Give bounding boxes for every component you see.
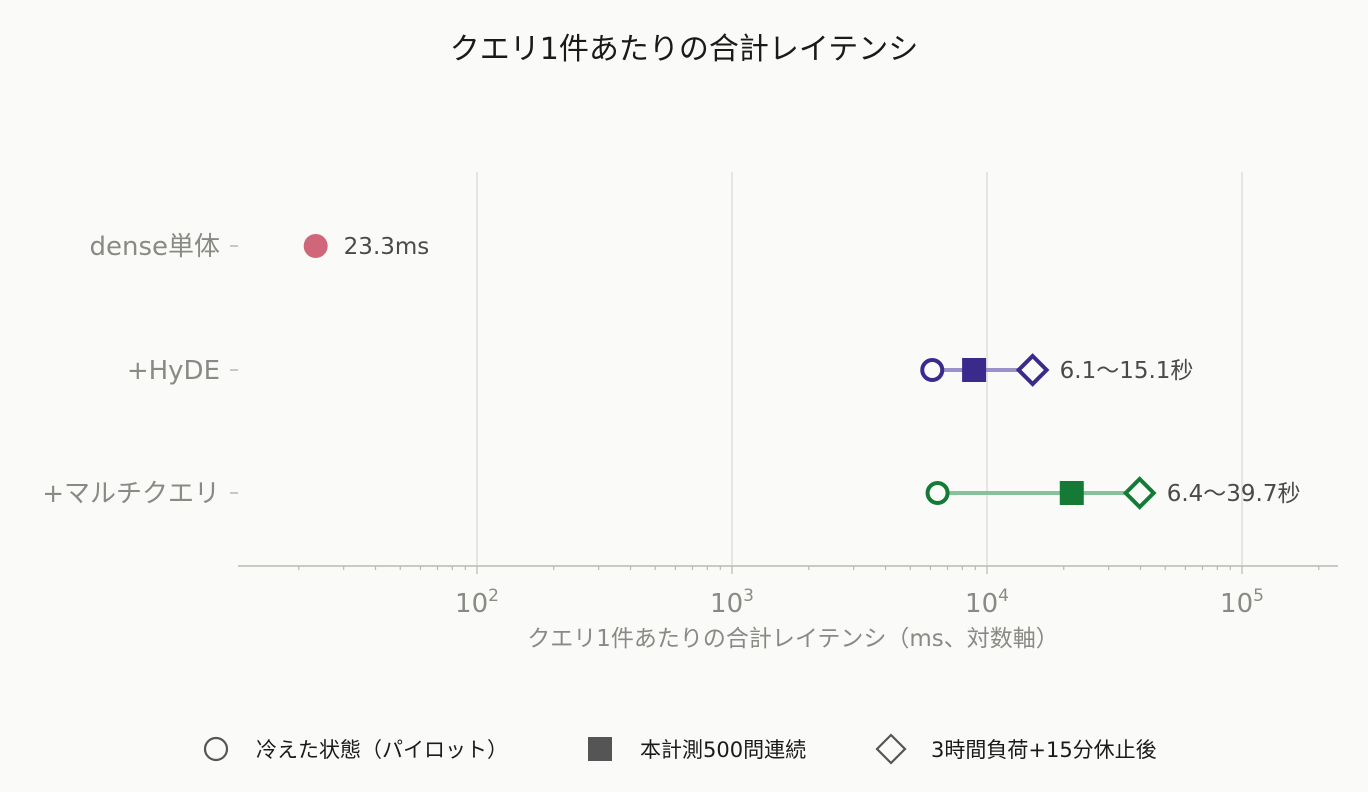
point-marker-square: [1059, 481, 1084, 505]
legend-label: 3時間負荷+15分休止後: [931, 738, 1157, 762]
x-tick-label: 103: [710, 586, 754, 619]
legend-item: 3時間負荷+15分休止後: [875, 733, 1157, 765]
data-label: 6.4〜39.7秒: [1167, 481, 1301, 507]
chart-title: クエリ1件あたりの合計レイテンシ: [449, 32, 919, 67]
point-marker-circle: [925, 481, 950, 505]
legend-marker-diamond: [875, 733, 907, 765]
point-marker-square: [962, 358, 987, 382]
data-label: 6.1〜15.1秒: [1060, 358, 1194, 384]
point-marker-circle: [920, 358, 945, 382]
legend-marker-circle: [203, 736, 229, 762]
legend-item: 本計測500問連続: [588, 737, 806, 762]
x-axis-label: クエリ1件あたりの合計レイテンシ（ms、対数軸）: [527, 626, 1059, 652]
y-category-label: +HyDE: [127, 356, 220, 386]
legend-label: 冷えた状態（パイロット）: [256, 738, 508, 762]
data-label: 23.3ms: [344, 234, 430, 260]
point-marker-diamond: [1122, 476, 1157, 510]
y-category-label: +マルチクエリ: [42, 479, 220, 509]
legend-item: 冷えた状態（パイロット）: [203, 736, 508, 762]
x-tick-label: 105: [1220, 586, 1264, 619]
point-marker-filled-circle: [303, 234, 328, 258]
x-tick-label: 104: [965, 586, 1009, 619]
y-category-label: dense単体: [89, 232, 220, 262]
point-marker-diamond: [1015, 353, 1050, 387]
x-tick-label: 102: [455, 586, 499, 619]
legend-label: 本計測500問連続: [640, 738, 806, 762]
legend-marker-square: [588, 737, 612, 761]
